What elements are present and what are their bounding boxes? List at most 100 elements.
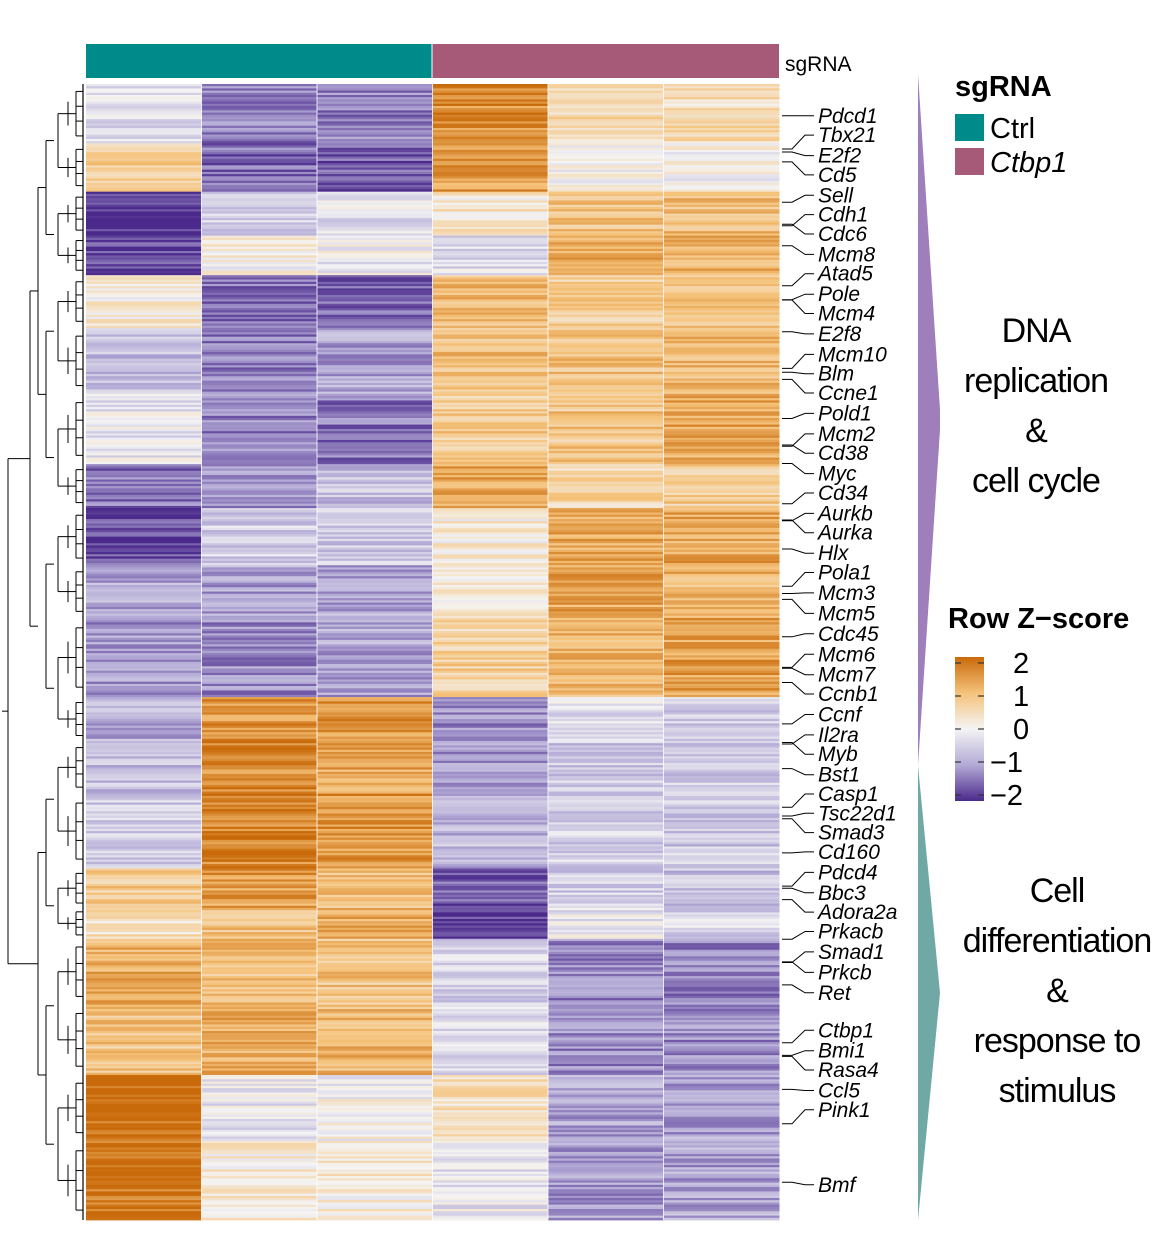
- heatmap-cell: [548, 508, 664, 511]
- heatmap-cell: [548, 356, 664, 360]
- heatmap-cell: [432, 1116, 549, 1120]
- heatmap-cell: [548, 1112, 664, 1115]
- heatmap-cell: [548, 762, 664, 766]
- heatmap-cell: [548, 1138, 664, 1142]
- gene-connector: [782, 378, 814, 394]
- heatmap-cell: [201, 1079, 318, 1082]
- heatmap-cell: [86, 600, 202, 603]
- gene-label: Ret: [818, 982, 852, 1005]
- heatmap-cell: [663, 1053, 780, 1056]
- heatmap-cell: [317, 969, 433, 973]
- heatmap-cell: [432, 1215, 549, 1219]
- heatmap-cell: [548, 202, 664, 206]
- heatmap-cell: [86, 747, 202, 751]
- heatmap-cell: [317, 870, 433, 874]
- heatmap-cell: [86, 310, 202, 313]
- heatmap-cell: [201, 1066, 318, 1069]
- heatmap-cell: [663, 156, 780, 160]
- heatmap-cell: [317, 266, 433, 269]
- gene-connector: [782, 598, 814, 614]
- heatmap-cell: [432, 967, 549, 970]
- heatmap-cell: [86, 1125, 202, 1129]
- heatmap-cell: [201, 1149, 318, 1153]
- heatmap-cell: [432, 178, 549, 182]
- heatmap-cell: [201, 677, 318, 680]
- heatmap-cell: [86, 962, 202, 966]
- heatmap-cell: [201, 270, 318, 274]
- heatmap-cell: [86, 475, 202, 478]
- heatmap-cell: [86, 1088, 202, 1091]
- heatmap-cell: [663, 622, 780, 625]
- heatmap-cell: [548, 259, 664, 263]
- heatmap-cell: [86, 661, 202, 665]
- heatmap-cell: [86, 668, 202, 672]
- heatmap-cell: [548, 740, 664, 744]
- heatmap-cell: [548, 512, 664, 516]
- heatmap-cell: [432, 218, 549, 221]
- heatmap-cell: [548, 380, 664, 384]
- heatmap-cell: [86, 398, 202, 401]
- heatmap-cell: [201, 523, 318, 527]
- heatmap-cell: [548, 929, 664, 933]
- heatmap-cell: [86, 758, 202, 762]
- heatmap-cell: [432, 631, 549, 634]
- heatmap-cell: [86, 1026, 202, 1030]
- heatmap-cell: [317, 591, 433, 595]
- heatmap-cell: [86, 92, 202, 96]
- heatmap-cell: [201, 912, 318, 915]
- gene-label: Hlx: [818, 542, 850, 565]
- heatmap-cell: [663, 167, 780, 171]
- heatmap-cell: [201, 84, 318, 87]
- heatmap-cell: [548, 631, 664, 634]
- heatmap-cell: [201, 969, 318, 973]
- heatmap-cell: [317, 1050, 433, 1054]
- heatmap-cell: [432, 387, 549, 390]
- heatmap-cell: [548, 1178, 664, 1181]
- heatmap-cell: [317, 615, 433, 619]
- heatmap-cell: [432, 1000, 549, 1003]
- heatmap-cell: [201, 259, 318, 263]
- heatmap-cell: [201, 512, 318, 516]
- heatmap-cell: [548, 1169, 664, 1173]
- heatmap-cell: [663, 650, 780, 654]
- gene-connector: [782, 1029, 814, 1044]
- heatmap-cell: [432, 650, 549, 654]
- heatmap-cell: [201, 751, 318, 755]
- heatmap-cell: [201, 352, 318, 355]
- heatmap-cell: [201, 1013, 318, 1017]
- heatmap-cell: [317, 563, 433, 566]
- heatmap-cell: [86, 780, 202, 784]
- heatmap-cell: [317, 705, 433, 709]
- heatmap-cell: [432, 242, 549, 245]
- heatmap-cell: [86, 815, 202, 819]
- heatmap-cell: [317, 1121, 433, 1124]
- zscore-legend: Row Z−score 210−1−2: [948, 603, 1129, 812]
- heatmap-cell: [86, 1046, 202, 1050]
- heatmap-cell: [432, 294, 549, 298]
- heatmap-cell: [432, 1167, 549, 1170]
- heatmap-cell: [317, 409, 433, 412]
- heatmap-cell: [317, 628, 433, 632]
- heatmap-cell: [432, 910, 549, 913]
- heatmap-cell: [86, 615, 202, 619]
- heatmap-cell: [201, 312, 318, 316]
- heatmap-cell: [317, 736, 433, 740]
- heatmap-cell: [86, 334, 202, 338]
- heatmap-cell: [548, 1125, 664, 1129]
- heatmap-cell: [432, 319, 549, 322]
- heatmap-cell: [317, 101, 433, 105]
- heatmap-cell: [548, 899, 664, 902]
- heatmap-cell: [86, 1145, 202, 1148]
- heatmap-cell: [663, 1129, 780, 1133]
- heatmap-cell: [317, 283, 433, 287]
- heatmap-cell: [663, 453, 780, 456]
- gene-label: Mcm6: [818, 643, 875, 666]
- heatmap-cell: [86, 971, 202, 975]
- heatmap-cell: [663, 967, 780, 970]
- heatmap-cell: [663, 576, 780, 579]
- heatmap-cell: [317, 1173, 433, 1177]
- heatmap-cell: [317, 552, 433, 555]
- heatmap-cell: [432, 624, 549, 628]
- heatmap-cell: [432, 1143, 549, 1146]
- gene-connector: [782, 768, 814, 776]
